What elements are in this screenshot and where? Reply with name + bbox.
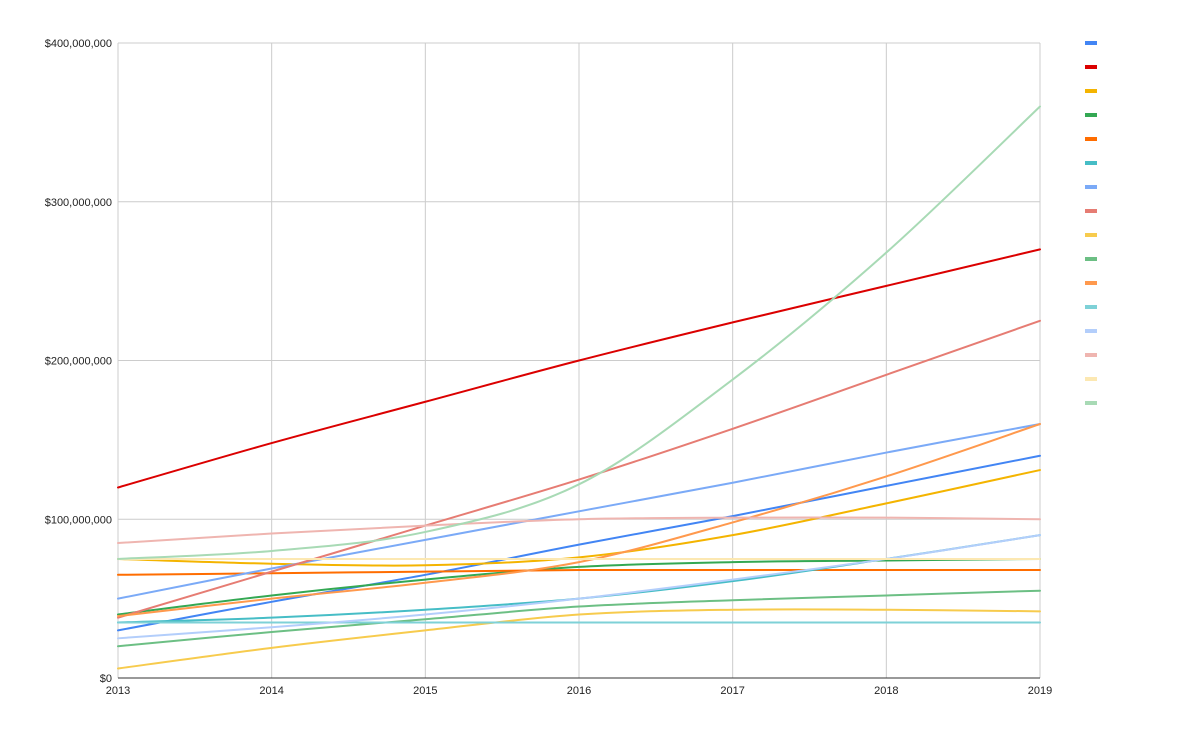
legend-swatch-2 [1085, 65, 1097, 69]
axes: 2013 2014 2015 2016 2017 2018 2019 $0 $100,000,0… [45, 38, 1053, 697]
series-line-1 [117, 454, 1041, 632]
legend-swatch-9 [1085, 233, 1097, 237]
y-tick-label: $0 [100, 673, 112, 685]
legend-swatch-13 [1085, 329, 1097, 333]
legend-swatch-6 [1085, 161, 1097, 165]
y-tick-label: $400,000,000 [45, 38, 112, 50]
legend-swatch-5 [1085, 137, 1097, 141]
legend-swatch-8 [1085, 209, 1097, 213]
legend-swatch-16 [1085, 401, 1097, 405]
x-tick-label: 2018 [874, 685, 898, 697]
legend-swatch-12 [1085, 305, 1097, 309]
series-line-4 [117, 557, 1041, 616]
series-line-2 [117, 248, 1041, 489]
legend-swatch-3 [1085, 89, 1097, 93]
series-line-14 [117, 516, 1041, 545]
series-line-7 [117, 423, 1041, 600]
series-line-9 [117, 608, 1041, 670]
legend-swatch-4 [1085, 113, 1097, 117]
legend-swatch-7 [1085, 185, 1097, 189]
series-line-11 [117, 423, 1041, 618]
legend-swatch-14 [1085, 353, 1097, 357]
x-tick-label: 2015 [413, 685, 437, 697]
x-tick-label: 2016 [567, 685, 591, 697]
series-lines [117, 105, 1041, 670]
series-line-10 [117, 589, 1041, 648]
y-tick-label: $100,000,000 [45, 514, 112, 526]
legend [1085, 41, 1097, 405]
x-tick-label: 2013 [106, 685, 130, 697]
y-tick-label: $200,000,000 [45, 356, 112, 368]
legend-swatch-15 [1085, 377, 1097, 381]
legend-swatch-1 [1085, 41, 1097, 45]
x-tick-label: 2019 [1028, 685, 1052, 697]
series-line-5 [117, 568, 1041, 576]
legend-swatch-11 [1085, 281, 1097, 285]
x-tick-label: 2014 [259, 685, 283, 697]
series-line-3 [117, 469, 1041, 567]
legend-swatch-10 [1085, 257, 1097, 261]
series-line-16 [117, 105, 1041, 560]
y-tick-label: $300,000,000 [45, 197, 112, 209]
x-tick-label: 2017 [720, 685, 744, 697]
series-line-8 [117, 319, 1041, 619]
